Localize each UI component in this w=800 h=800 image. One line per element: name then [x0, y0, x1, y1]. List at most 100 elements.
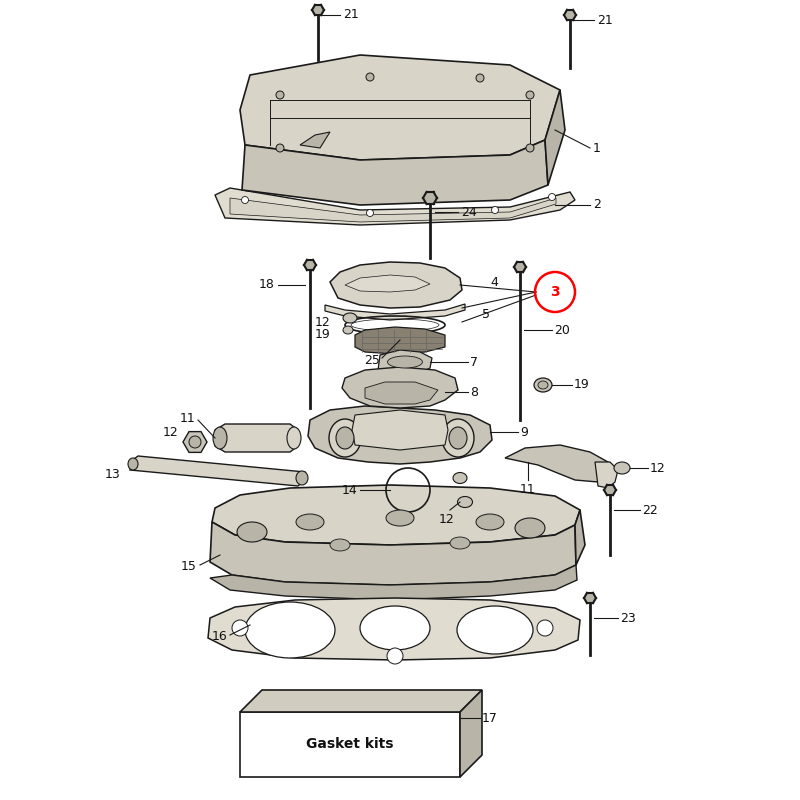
Polygon shape: [584, 593, 596, 603]
Text: 12: 12: [162, 426, 178, 438]
Ellipse shape: [476, 514, 504, 530]
Text: 2: 2: [593, 198, 601, 211]
Ellipse shape: [296, 514, 324, 530]
Polygon shape: [352, 410, 448, 450]
Ellipse shape: [442, 419, 474, 457]
Text: 3: 3: [550, 285, 560, 299]
Text: 13: 13: [104, 469, 120, 482]
Circle shape: [476, 74, 484, 82]
Text: 1: 1: [593, 142, 601, 154]
Polygon shape: [183, 432, 207, 452]
Text: 20: 20: [554, 323, 570, 337]
Ellipse shape: [387, 356, 422, 368]
Ellipse shape: [343, 313, 357, 323]
Ellipse shape: [245, 602, 335, 658]
Text: 18: 18: [259, 278, 275, 291]
Polygon shape: [325, 304, 465, 320]
Circle shape: [276, 91, 284, 99]
Circle shape: [526, 144, 534, 152]
Circle shape: [491, 206, 498, 214]
Text: 15: 15: [181, 561, 197, 574]
Polygon shape: [595, 462, 618, 488]
Text: 9: 9: [520, 426, 528, 438]
Polygon shape: [304, 260, 316, 270]
Polygon shape: [514, 262, 526, 272]
Polygon shape: [365, 382, 438, 404]
Polygon shape: [130, 456, 305, 486]
Polygon shape: [240, 55, 560, 160]
Text: 19: 19: [314, 327, 330, 341]
Circle shape: [189, 436, 201, 448]
Ellipse shape: [329, 419, 361, 457]
Ellipse shape: [128, 458, 138, 470]
Circle shape: [366, 210, 374, 217]
Polygon shape: [308, 406, 492, 464]
Ellipse shape: [213, 427, 227, 449]
Polygon shape: [564, 10, 576, 20]
Polygon shape: [355, 327, 445, 354]
Polygon shape: [330, 262, 462, 308]
Text: 17: 17: [482, 711, 498, 725]
Text: 12: 12: [314, 315, 330, 329]
Ellipse shape: [515, 518, 545, 538]
Ellipse shape: [457, 606, 533, 654]
Ellipse shape: [449, 427, 467, 449]
Polygon shape: [242, 140, 548, 205]
Ellipse shape: [534, 378, 552, 392]
Polygon shape: [210, 522, 576, 585]
Ellipse shape: [450, 537, 470, 549]
Ellipse shape: [287, 427, 301, 449]
Ellipse shape: [360, 606, 430, 650]
Polygon shape: [575, 510, 585, 565]
Text: 7: 7: [470, 355, 478, 369]
Circle shape: [549, 194, 555, 201]
Polygon shape: [212, 485, 580, 545]
Ellipse shape: [296, 471, 308, 485]
Text: 14: 14: [342, 483, 357, 497]
Text: 11: 11: [179, 411, 195, 425]
Ellipse shape: [614, 462, 630, 474]
Polygon shape: [460, 690, 482, 777]
Ellipse shape: [386, 510, 414, 526]
Polygon shape: [604, 485, 616, 495]
Text: 5: 5: [482, 309, 490, 322]
Polygon shape: [378, 350, 432, 375]
Text: 4: 4: [490, 277, 498, 290]
Polygon shape: [215, 188, 575, 225]
Text: 8: 8: [470, 386, 478, 398]
Ellipse shape: [343, 326, 353, 334]
Ellipse shape: [538, 381, 548, 389]
Text: 23: 23: [620, 611, 636, 625]
Circle shape: [242, 197, 249, 203]
Polygon shape: [215, 424, 298, 452]
Ellipse shape: [453, 473, 467, 483]
Text: 12: 12: [650, 462, 666, 474]
Circle shape: [366, 73, 374, 81]
Polygon shape: [208, 598, 580, 660]
Ellipse shape: [336, 427, 354, 449]
Ellipse shape: [458, 497, 473, 507]
Circle shape: [537, 620, 553, 636]
Ellipse shape: [237, 522, 267, 542]
Text: 21: 21: [597, 14, 613, 26]
Text: 25: 25: [364, 354, 380, 367]
Circle shape: [276, 144, 284, 152]
Text: 21: 21: [343, 9, 358, 22]
Polygon shape: [240, 690, 482, 712]
Polygon shape: [300, 132, 330, 148]
Polygon shape: [210, 565, 577, 600]
Text: 12: 12: [439, 513, 455, 526]
Circle shape: [232, 620, 248, 636]
Text: 22: 22: [642, 503, 658, 517]
Polygon shape: [230, 198, 556, 222]
Text: Gasket kits: Gasket kits: [306, 738, 394, 751]
Text: 19: 19: [574, 378, 590, 391]
Text: 16: 16: [211, 630, 227, 643]
Polygon shape: [545, 90, 565, 185]
Polygon shape: [423, 192, 437, 204]
Text: 24: 24: [461, 206, 477, 218]
Polygon shape: [312, 5, 324, 15]
Polygon shape: [342, 367, 458, 408]
Polygon shape: [505, 445, 610, 482]
Circle shape: [387, 648, 403, 664]
